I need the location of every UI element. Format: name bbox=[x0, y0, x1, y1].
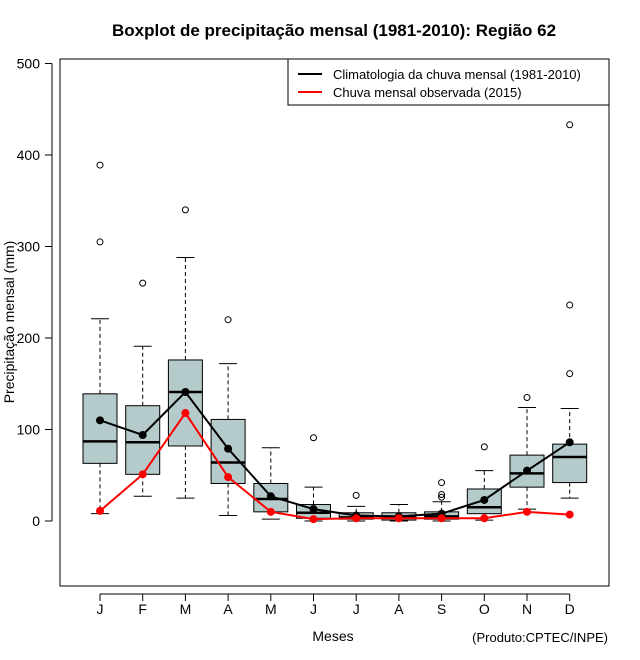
observed-point bbox=[266, 507, 275, 516]
climatology-point bbox=[138, 430, 147, 439]
legend: Climatologia da chuva mensal (1981-2010)… bbox=[287, 58, 610, 106]
observed-point bbox=[309, 515, 318, 524]
outlier-point bbox=[139, 279, 147, 287]
x-tick-label: A bbox=[223, 601, 233, 617]
outlier-point bbox=[224, 316, 232, 324]
legend-label-climatology: Climatologia da chuva mensal (1981-2010) bbox=[333, 67, 581, 82]
x-tick-label: J bbox=[97, 601, 104, 617]
climatology-point bbox=[309, 505, 318, 514]
box-group bbox=[509, 393, 545, 510]
x-tick-label: F bbox=[138, 601, 147, 617]
outlier-point bbox=[96, 238, 104, 246]
outlier-point bbox=[566, 121, 574, 129]
x-tick-label: A bbox=[394, 601, 404, 617]
box-group bbox=[125, 279, 161, 497]
credit-text: (Produto:CPTEC/INPE) bbox=[472, 630, 608, 645]
box-group bbox=[82, 161, 118, 515]
x-tick-label: D bbox=[565, 601, 575, 617]
y-axis-label: Precipitação mensal (mm) bbox=[1, 241, 17, 404]
x-tick-label: S bbox=[437, 601, 446, 617]
outlier-point bbox=[523, 393, 531, 401]
y-tick-label: 500 bbox=[17, 56, 41, 72]
y-tick-label: 400 bbox=[17, 147, 41, 163]
y-tick-label: 0 bbox=[32, 513, 40, 529]
observed-point bbox=[394, 514, 403, 523]
x-tick-label: M bbox=[265, 601, 277, 617]
outlier-point bbox=[352, 491, 360, 499]
boxes-layer bbox=[82, 121, 588, 522]
legend-box bbox=[287, 58, 610, 106]
observed-point bbox=[96, 506, 104, 515]
x-tick-label: N bbox=[522, 601, 532, 617]
legend-label-observed: Chuva mensal observada (2015) bbox=[333, 85, 522, 100]
observed-point bbox=[437, 514, 446, 523]
x-tick-label: M bbox=[180, 601, 192, 617]
box-group bbox=[167, 206, 203, 499]
box-iqr bbox=[82, 393, 118, 464]
climatology-line bbox=[99, 390, 571, 518]
chart-title: Boxplot de precipitação mensal (1981-201… bbox=[112, 21, 556, 40]
plot-frame bbox=[59, 58, 610, 587]
x-tick-label: O bbox=[479, 601, 490, 617]
y-tick-label: 100 bbox=[17, 422, 41, 438]
axes: 0 100 200 300 400 500 J F M A M J J A S O N D bbox=[17, 56, 575, 618]
outlier-point bbox=[566, 370, 574, 378]
outlier-point bbox=[480, 443, 488, 451]
observed-point bbox=[480, 514, 489, 523]
observed-point bbox=[138, 470, 147, 479]
observed-point bbox=[224, 473, 233, 482]
observed-point bbox=[565, 510, 574, 519]
climatology-point bbox=[224, 444, 233, 453]
observed-point bbox=[523, 507, 531, 516]
climatology-point bbox=[565, 438, 574, 447]
box-group bbox=[466, 443, 502, 521]
observed-point bbox=[181, 409, 190, 418]
outlier-point bbox=[438, 479, 446, 487]
y-tick-label: 300 bbox=[17, 239, 41, 255]
outlier-point bbox=[96, 161, 104, 169]
x-tick-label: J bbox=[310, 601, 317, 617]
outlier-point bbox=[438, 493, 446, 501]
outlier-point bbox=[310, 434, 317, 442]
series-layer bbox=[96, 387, 574, 524]
climatology-point bbox=[523, 466, 531, 475]
climatology-point bbox=[181, 387, 190, 396]
outlier-point bbox=[438, 490, 446, 498]
climatology-point bbox=[96, 416, 104, 425]
y-tick-label: 200 bbox=[17, 330, 41, 346]
observed-point bbox=[352, 514, 361, 523]
observed-line bbox=[99, 411, 570, 521]
outlier-point bbox=[566, 301, 574, 309]
climatology-point bbox=[266, 492, 275, 501]
x-tick-label: J bbox=[353, 601, 360, 617]
x-axis-label: Meses bbox=[312, 628, 353, 644]
climatology-point bbox=[480, 495, 489, 504]
box-iqr bbox=[125, 405, 161, 475]
outlier-point bbox=[181, 206, 189, 214]
